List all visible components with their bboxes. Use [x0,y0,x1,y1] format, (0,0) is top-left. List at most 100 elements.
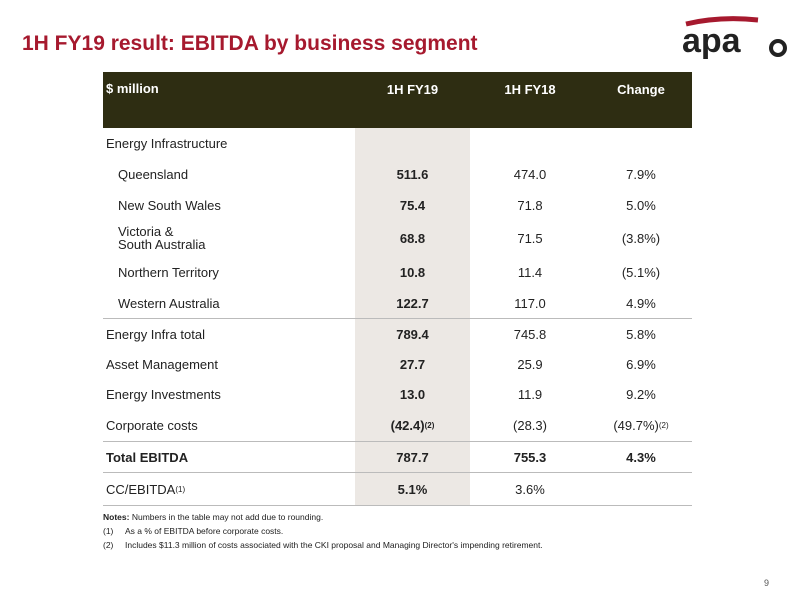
table-cell: Northern Territory [103,256,355,288]
table-cell: 745.8 [470,319,590,349]
cell-text: 3.6% [515,481,545,497]
table-row: CC/EBITDA (1) 5.1% 3.6% [103,472,692,506]
header-row: $ million 1H FY19 1H FY18 Change [103,72,692,128]
logo-ring [769,39,787,57]
header-cell: 1H FY19 [386,82,439,97]
table-cell: Queensland [103,158,355,190]
table-cell: (3.8%) [590,220,692,256]
cell-text: 71.5 [517,230,543,246]
cell-text: 75.4 [399,197,426,213]
cell-text: Energy Investments [106,386,221,402]
footnote-ref: (1) [175,484,186,494]
cell-text: Energy Infra total [106,326,205,342]
table-cell: 75.4 [355,190,470,220]
cell-text: 117.0 [514,295,546,311]
cell-text: 27.7 [399,356,426,372]
table-cell: 13.0 [355,379,470,409]
logo-text: apa [682,22,742,60]
note-line: Notes: Numbers in the table may not add … [103,510,543,524]
note-line: (2) Includes $11.3 million of costs assoc… [103,538,543,552]
table-cell: 122.7 [355,288,470,318]
table-cell: 71.8 [470,190,590,220]
table-cell: 6.9% [590,349,692,379]
table-cell: 7.9% [590,158,692,190]
cell-text: Western Australia [118,295,220,311]
cell-text: 122.7 [396,295,429,311]
cell-text: 789.4 [396,326,429,342]
table-cell: 71.5 [470,220,590,256]
cell-text: 787.7 [396,449,429,465]
cell-text: 5.8% [626,326,656,342]
table-cell: 27.7 [355,349,470,379]
table-row: Northern Territory 10.8 11.4 (5.1%) [103,256,692,288]
cell-text: 474.0 [513,166,547,182]
table-row: Total EBITDA 787.7 755.3 4.3% [103,441,692,472]
table-cell: 11.4 [470,256,590,288]
table-cell [590,128,692,158]
table-cell: Energy Investments [103,379,355,409]
table-cell: 9.2% [590,379,692,409]
table-cell: New South Wales [103,190,355,220]
table-cell: 474.0 [470,158,590,190]
cell-text: 4.3% [626,449,656,465]
cell-text: Queensland [118,166,189,182]
cell-text: 10.8 [399,264,426,280]
table-cell: 5.0% [590,190,692,220]
table-row: Victoria & South Australia 68.8 71.5 (3.8%) [103,220,692,256]
cell-text: Northern Territory [118,264,219,280]
cell-text: Energy Infrastructure [106,135,228,151]
cell-text: 4.9% [626,295,656,311]
cell-text: 5.0% [626,197,656,213]
table-cell: 3.6% [470,473,590,505]
table-row: Queensland 511.6 474.0 7.9% [103,158,692,190]
table-cell: CC/EBITDA (1) [103,473,355,505]
cell-text: 7.9% [626,166,656,182]
table-cell [470,128,590,158]
table: $ million 1H FY19 1H FY18 Change Energy Infr… [103,72,692,506]
header-cell: 1H FY18 [504,82,556,97]
note-marker: (1) [103,526,114,536]
table-cell: 789.4 [355,319,470,349]
table-cell: 10.8 [355,256,470,288]
table-cell: (5.1%) [590,256,692,288]
table-row: Asset Management 27.7 25.9 6.9% [103,349,692,379]
table-row: Corporate costs (42.4) (2) (28.3) (49.7%) (2) [103,409,692,441]
cell-text: New South Wales [118,197,221,213]
table-cell: 117.0 [470,288,590,318]
table-cell: 5.1% [355,473,470,505]
cell-text: 755.3 [513,449,547,465]
cell-text: (3.8%) [621,230,661,246]
cell-text: 71.8 [517,197,543,213]
cell-text: 68.8 [399,230,426,246]
table-cell: 11.9 [470,379,590,409]
table-cell: 5.8% [590,319,692,349]
cell-text: Asset Management [106,356,219,372]
header-cell: $ million [106,81,159,96]
cell-text: (49.7%) [613,417,659,433]
cell-text: 11.9 [517,386,543,402]
table-cell: 4.9% [590,288,692,318]
table-cell: 68.8 [355,220,470,256]
cell-text: 745.8 [513,326,547,342]
table-cell: (42.4) (2) [355,409,470,441]
footnote-ref: (2) [658,420,669,430]
logo-swoosh [685,16,759,27]
cell-text: 13.0 [399,386,426,402]
table-cell: Energy Infrastructure [103,128,355,158]
cell-text: Victoria & South Australia [118,224,206,252]
header-cell: Change [617,82,665,97]
table-cell: Asset Management [103,349,355,379]
page-number: 9 [764,578,770,588]
cell-text: 6.9% [626,356,656,372]
slide-title: 1H FY19 result: EBITDA by business segme… [22,32,478,55]
table-cell [590,473,692,505]
note-line: (1) As a % of EBITDA before corporate cos… [103,524,543,538]
table-cell: 25.9 [470,349,590,379]
table-cell: Corporate costs [103,409,355,441]
note-marker: (2) [103,540,114,550]
notes-heading: Notes: [103,512,130,522]
footnote-ref: (2) [424,420,435,430]
cell-text: 5.1% [397,481,428,497]
notes: Notes: Numbers in the table may not add … [103,510,543,552]
